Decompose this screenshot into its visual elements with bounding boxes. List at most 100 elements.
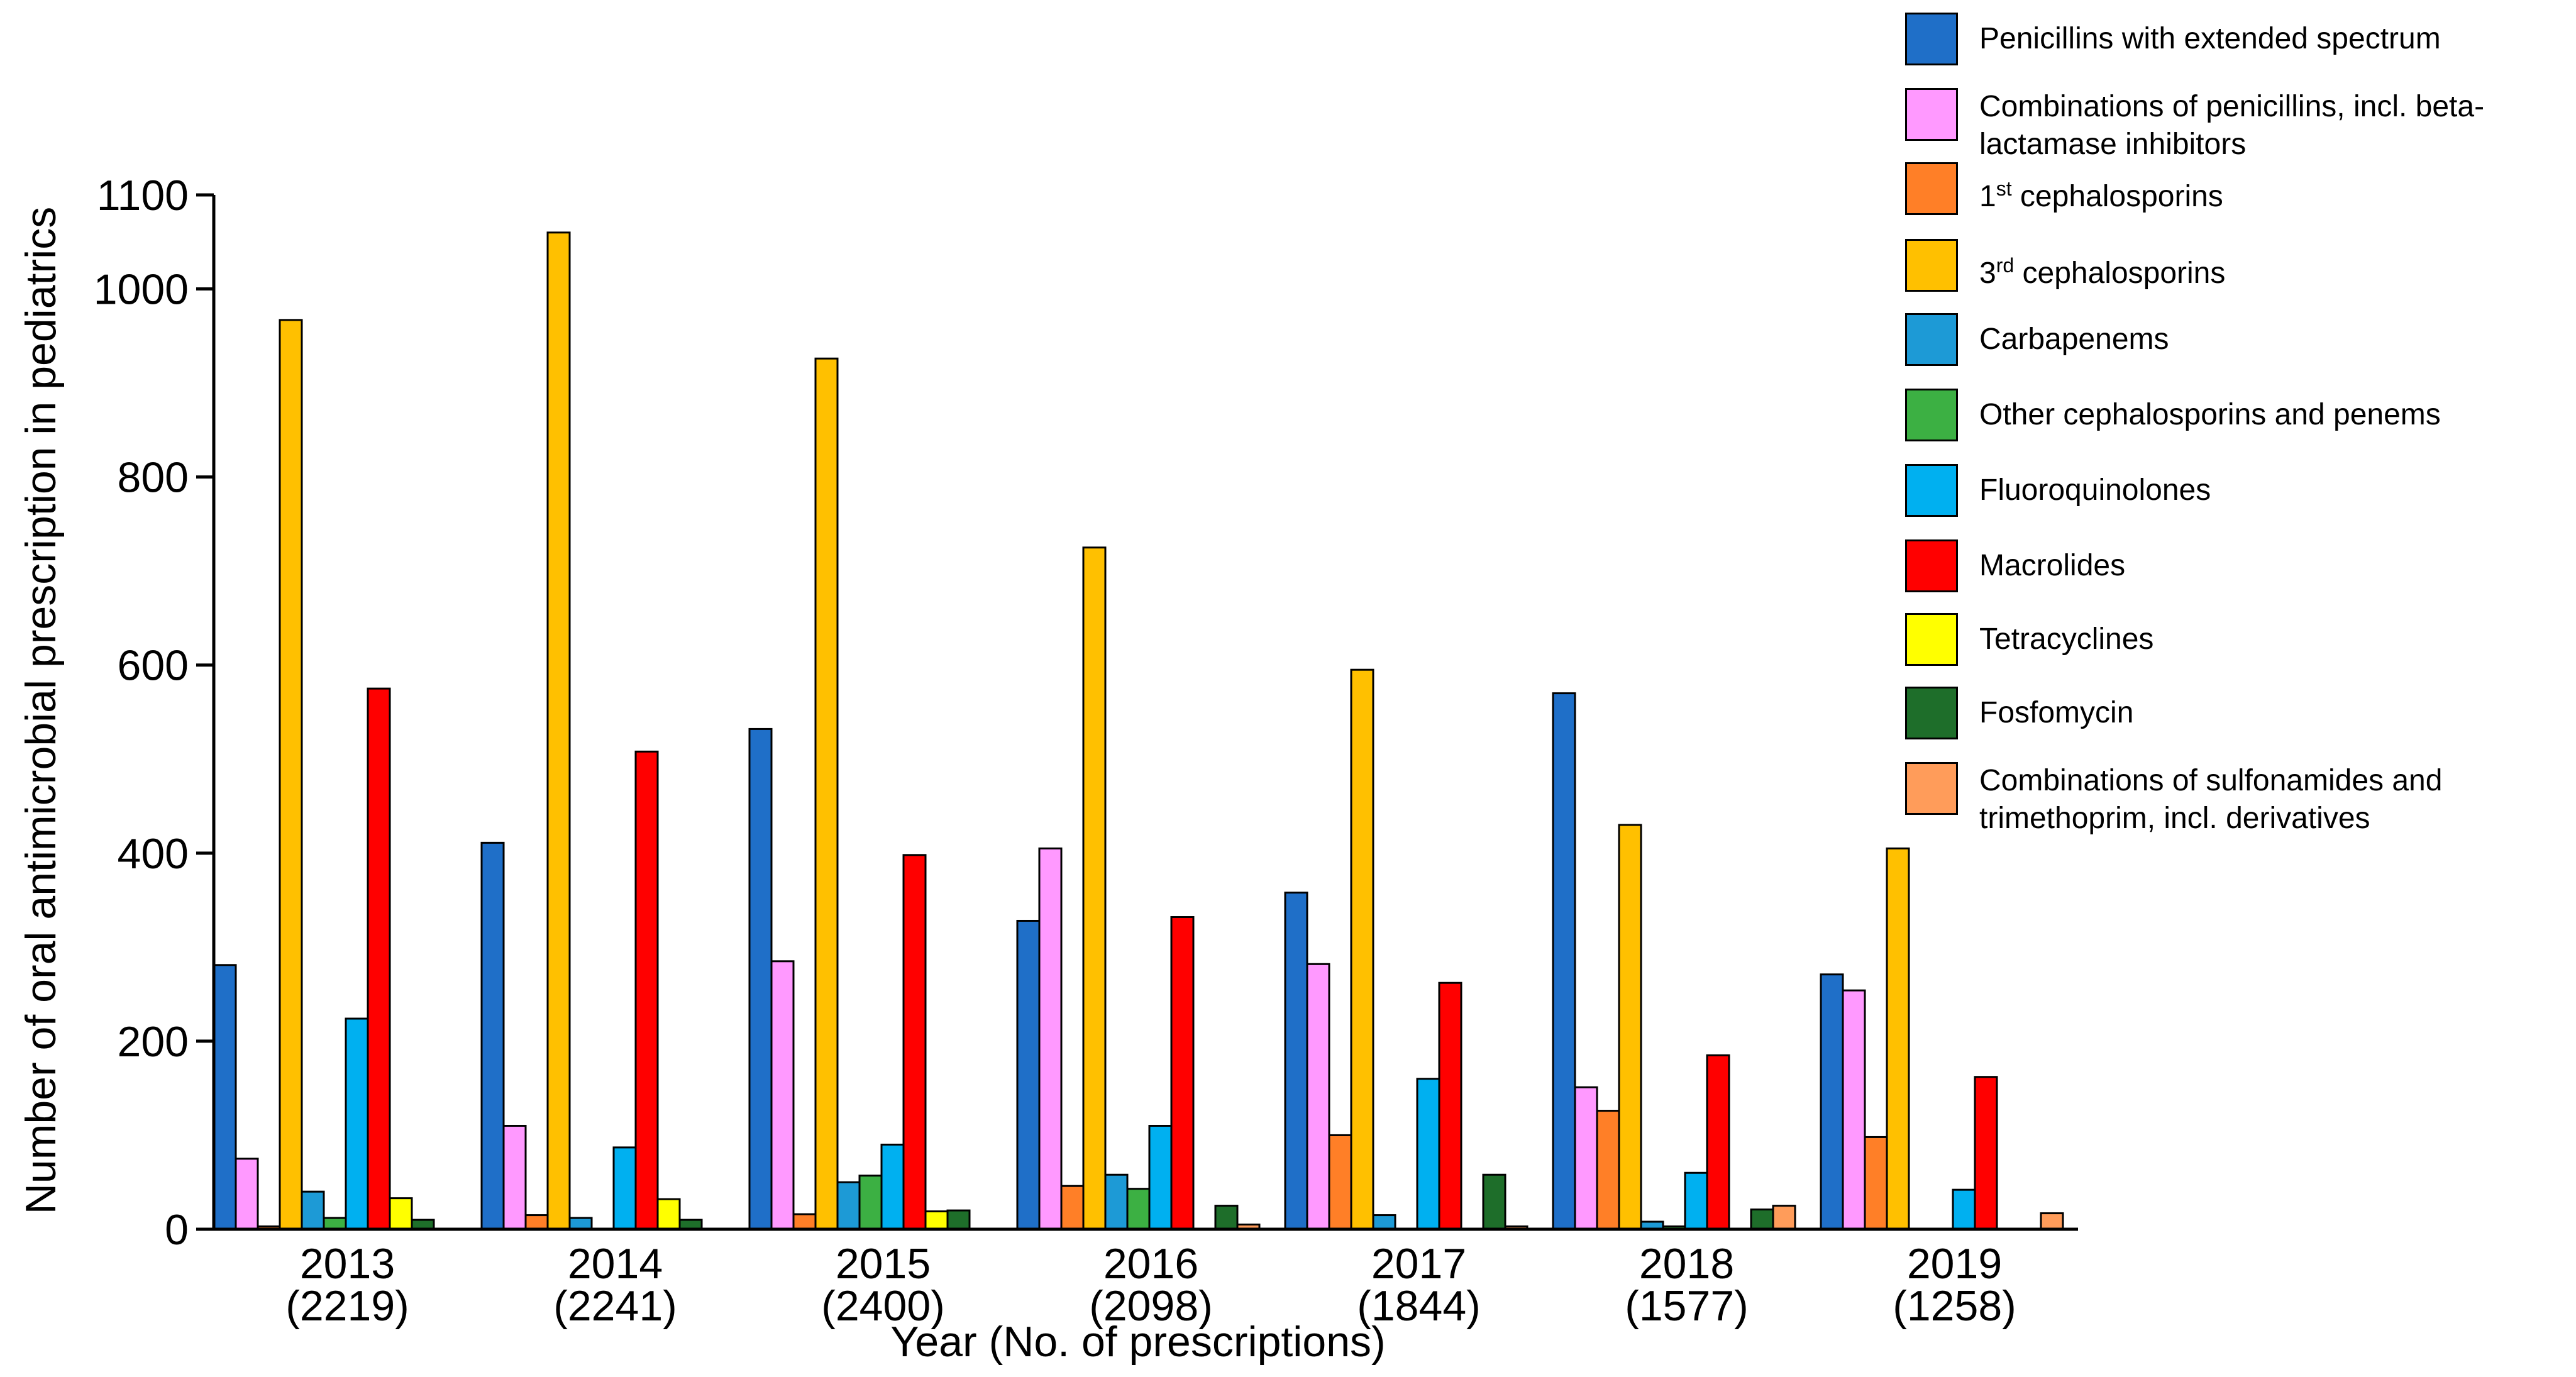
bar [1306,963,1330,1230]
legend-swatch [1905,687,1958,739]
bar [1328,1134,1352,1230]
bar [1952,1188,1976,1230]
legend-label: Other cephalosporins and penems [1979,398,2441,431]
legend-item: Combinations of sulfonamides and trimeth… [1905,762,2564,838]
y-tick-label: 0 [165,1206,189,1254]
bar [880,1143,905,1230]
legend-label: 1st cephalosporins [1979,177,2223,213]
x-tick-label-year: 2014 [568,1240,663,1288]
x-tick-label-year: 2017 [1371,1240,1466,1288]
x-tick-label-year: 2013 [300,1240,395,1288]
bar [2040,1212,2064,1230]
y-tick-label: 1100 [97,172,189,219]
bar [1886,847,1910,1230]
y-tick-label: 200 [118,1018,189,1066]
bar [836,1181,861,1230]
bar [502,1125,527,1230]
legend-swatch [1905,88,1958,141]
bar [568,1217,593,1230]
legend-swatch [1905,762,1958,815]
y-axis-title: Number of oral antimicrobial prescriptio… [17,207,65,1214]
bar [612,1146,637,1230]
bar [1596,1110,1620,1230]
bar [323,1217,347,1230]
bar [770,960,795,1230]
legend-label: Penicillins with extended spectrum [1979,22,2441,55]
x-tick-label-count: (2241) [553,1282,677,1330]
bar [902,854,927,1230]
bar [858,1175,883,1230]
legend-item: Fosfomycin [1905,687,2564,739]
bar [1416,1078,1440,1230]
legend-item: Macrolides [1905,539,2564,592]
bar [946,1209,971,1230]
legend-label: Combinations of penicillins, incl. beta-… [1979,90,2485,161]
bar [389,1197,413,1230]
bar [1038,847,1063,1230]
legend-label: Tetracyclines [1979,622,2154,656]
legend-swatch [1905,13,1958,65]
y-tick-label: 600 [118,642,189,690]
bar [345,1017,369,1230]
bar [1126,1188,1151,1230]
x-tick-label-count: (2219) [285,1282,409,1330]
legend-item: 1st cephalosporins [1905,162,2564,216]
bar [524,1214,549,1230]
legend-swatch [1905,162,1958,215]
legend-label: Carbapenems [1979,323,2169,356]
bar [367,687,391,1230]
bar [1864,1136,1888,1230]
bar [792,1213,817,1230]
bar [1772,1205,1796,1230]
bar [748,727,773,1230]
y-tick-label: 400 [118,830,189,878]
x-labels-group: 2013(2219) 2014(2241) 2015(2400) 2016(2098)… [285,1240,2016,1330]
bar [213,964,237,1230]
legend-swatch [1905,313,1958,366]
x-tick-label-count: (1258) [1893,1282,2016,1330]
legend-swatch [1905,239,1958,292]
bar [1148,1125,1173,1230]
y-ticks-group: 0 200 400 600 800 1000 1100 [94,172,214,1254]
bar [1214,1205,1239,1230]
legend-item: 3rd cephalosporins [1905,239,2564,292]
legend-item: Combinations of penicillins, incl. beta-… [1905,88,2564,163]
legend-label: Combinations of sulfonamides and trimeth… [1979,764,2443,835]
legend-item: Tetracyclines [1905,613,2564,666]
legend-swatch [1905,539,1958,592]
x-tick-label-count: (2400) [821,1282,945,1330]
bar [1706,1054,1730,1230]
bar [480,841,505,1230]
bar [1284,892,1308,1230]
legend-item: Other cephalosporins and penems [1905,389,2564,441]
legend-swatch [1905,464,1958,517]
x-tick-label-year: 2019 [1907,1240,2002,1288]
legend-item: Carbapenems [1905,313,2564,366]
legend-swatch [1905,389,1958,441]
bar [924,1210,949,1230]
bar [656,1198,681,1230]
bar [546,231,571,1230]
bar [1438,982,1462,1230]
legend-label: 3rd cephalosporins [1979,254,2226,290]
legend-swatch [1905,613,1958,666]
bar [1482,1173,1506,1230]
bar [301,1190,325,1230]
bar [1618,824,1642,1230]
y-tick-label: 1000 [94,266,189,314]
legend-label: Fluoroquinolones [1979,473,2211,507]
legend-label: Fosfomycin [1979,696,2134,729]
bar [1974,1076,1998,1230]
bar [235,1158,259,1230]
legend-item: Fluoroquinolones [1905,464,2564,517]
legend-label: Macrolides [1979,549,2126,582]
bar [1350,668,1374,1230]
bar [1104,1173,1129,1230]
x-tick-label-count: (2098) [1089,1282,1213,1330]
bar [814,357,839,1230]
bar [1060,1185,1085,1230]
bar [1082,546,1107,1230]
y-tick-label: 800 [118,454,189,502]
bars-group [213,231,2064,1230]
legend-item: Penicillins with extended spectrum [1905,13,2564,65]
